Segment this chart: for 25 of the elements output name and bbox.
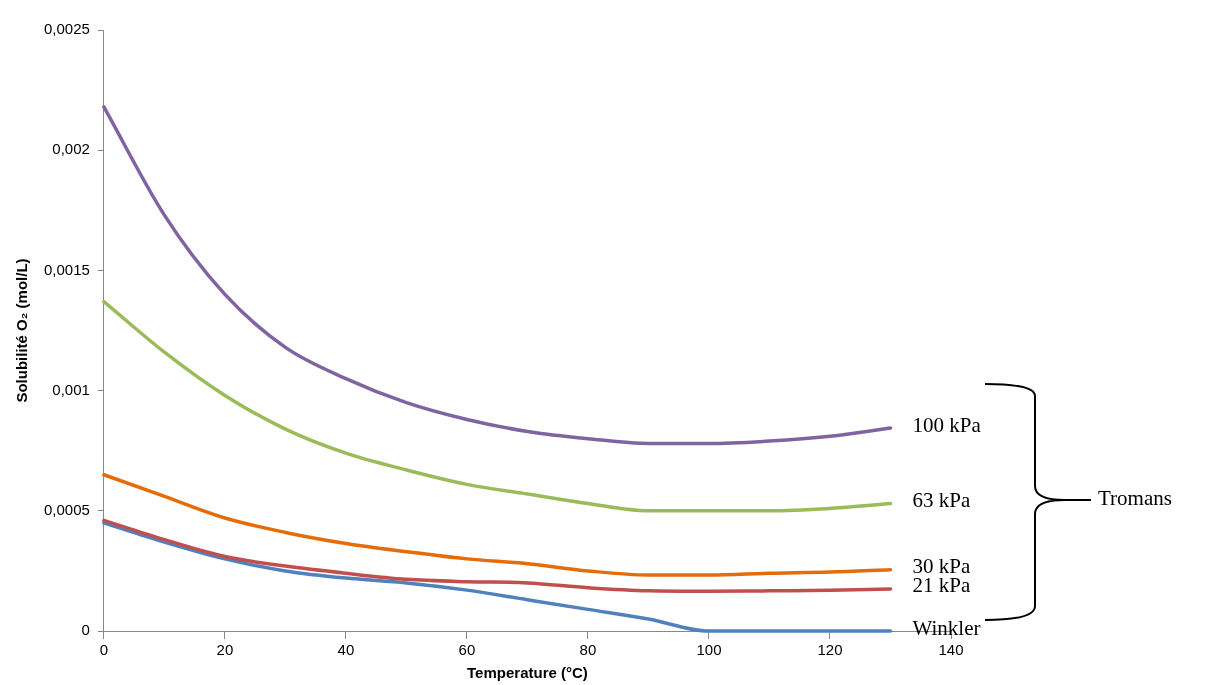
x-tick-label: 100 <box>696 641 722 659</box>
line-series <box>102 105 893 446</box>
series-label: 63 kPa <box>912 488 971 513</box>
y-tick-label: 0,0025 <box>43 20 90 38</box>
y-tick-label: 0,001 <box>52 380 90 398</box>
x-axis-title: Temperature (°C) <box>467 664 588 682</box>
x-tick-label: 40 <box>337 641 355 659</box>
series-label: 100 kPa <box>912 412 982 437</box>
line-series <box>102 518 893 594</box>
text: Tromans <box>1098 486 1172 511</box>
line-series <box>102 472 893 577</box>
y-tick-label: 0,0005 <box>43 500 90 518</box>
line-series <box>102 521 893 633</box>
x-tick-label: 80 <box>579 641 597 659</box>
series-label: Winkler <box>912 615 981 640</box>
x-tick-label: 60 <box>458 641 476 659</box>
x-tick-label: 20 <box>216 641 234 659</box>
y-tick-label: 0 <box>81 621 90 639</box>
y-axis-title: Solubilité O₂ (mol/L) <box>13 258 31 403</box>
x-tick-label: 120 <box>817 641 843 659</box>
line-series <box>102 299 893 513</box>
x-tick-label: 0 <box>99 641 109 659</box>
y-tick-label: 0,002 <box>52 140 90 158</box>
x-tick-label: 140 <box>938 641 964 659</box>
y-tick-label: 0,0015 <box>43 260 90 278</box>
